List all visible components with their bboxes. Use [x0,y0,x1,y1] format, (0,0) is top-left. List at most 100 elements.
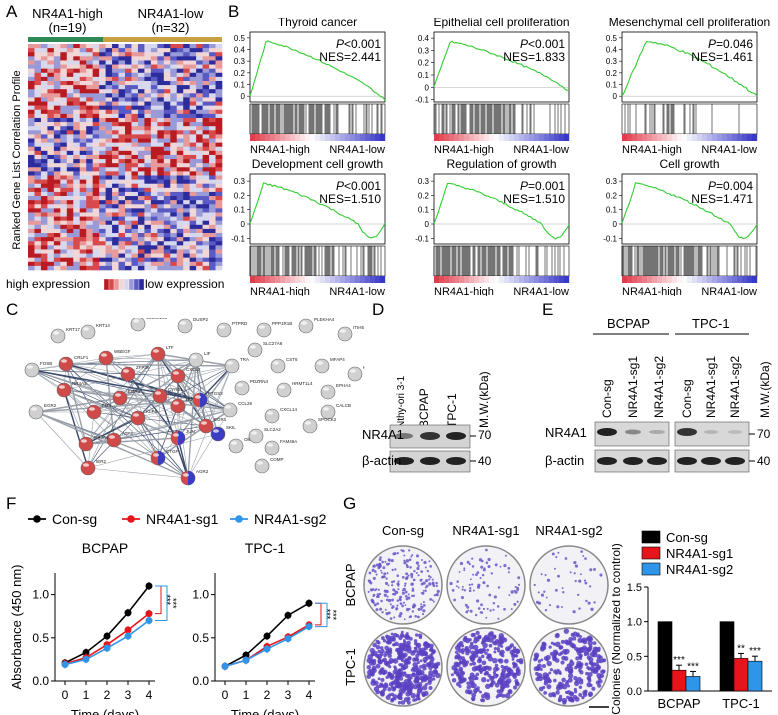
heatmap-cell [163,48,171,53]
gsea-ytick-label: 0.3 [418,177,430,186]
heatmap-cell [209,249,216,254]
heatmap-cell [170,52,178,57]
colony [483,667,487,671]
gsea-rank-gradient [464,134,470,141]
heatmap-cell [60,76,68,82]
heatmap-cell [79,204,87,209]
gsea-rank-gradient [534,276,540,283]
gsea-rank-gradient [270,276,276,283]
colony [464,662,469,667]
heatmap-cell [209,159,216,164]
heatmap-cell [105,191,113,197]
heatmap-cell [125,253,132,258]
colony [380,689,386,694]
heatmap-cell [215,212,223,217]
network-edge [31,369,179,377]
gsea-rank-gradient [702,134,708,141]
heatmap-cell [28,241,35,246]
heatmap-cell [34,175,42,180]
heatmap-cell [99,224,106,230]
colony [371,568,375,572]
heatmap-cell [163,142,171,148]
heatmap-cell [34,204,42,209]
heatmap-cell [196,64,203,69]
heatmap-cell [176,224,184,230]
heatmap-cell [196,224,203,230]
heatmap-cell [131,167,139,172]
heatmap-cell [125,245,132,250]
network-node-fosb: FOSB [24,361,52,378]
heatmap-cell [125,228,132,234]
gsea-p-value: P<0.001 [336,179,381,193]
gsea-rank-gradient [652,134,658,141]
colony [371,653,375,657]
gsea-rank-gradient [444,276,450,283]
network-node-label: NR4A1 [94,435,109,440]
heatmap-cell [157,187,165,193]
heatmap-cell [118,196,126,201]
gsea-rank-gradient [434,134,440,141]
heatmap-cell [34,187,42,193]
legend-swatch [128,278,135,291]
colony [399,602,403,606]
colony [398,614,402,618]
heatmap-cell [125,249,132,254]
colony [366,665,371,670]
gsea-enrichment-curve [621,40,758,97]
colony [569,571,572,574]
heatmap-cell [125,237,132,242]
heatmap-cell [202,154,210,160]
heatmap-cell [92,89,100,94]
colony [579,634,583,639]
heatmap-cell [176,138,184,143]
colony [578,668,582,673]
colony [589,568,593,572]
colony [378,558,382,562]
heatmap-cell [92,183,100,189]
heatmap-cell [28,142,35,148]
heatmap-cell [53,72,61,78]
heatmap-cell [47,64,55,69]
heatmap-cell [209,117,216,123]
colony [553,678,557,683]
heatmap-cell [202,233,210,238]
heatmap-cell [144,97,152,102]
heatmap-cell [99,52,106,57]
heatmap-cell [125,216,132,221]
heatmap-cell [157,253,165,258]
network-node-label: C20orf203 [146,318,168,320]
heatmap-cell [28,48,35,53]
heatmap-cell [170,154,178,160]
heatmap-cell [189,56,197,61]
colony [475,672,480,677]
network-node-label: SPOCK2 [318,417,337,422]
heatmap-cell [40,97,48,102]
colony [372,601,375,604]
heatmap-cell [209,233,216,238]
colony [412,606,415,609]
colony [557,699,562,703]
colony [380,677,385,682]
colony [397,588,400,591]
heatmap-cell [105,187,113,193]
heatmap-cell [125,60,132,65]
colony [405,559,410,563]
heatmap-cell [183,80,190,86]
gsea-xlabel-high: NR4A1-high [622,286,682,296]
y-tick-label: 0.5 [192,631,209,645]
colony [489,682,494,688]
colony [494,682,500,688]
heatmap-cell [28,212,35,217]
heatmap-cell [150,101,158,106]
network-node-label: NR4A3 [72,381,87,386]
heatmap-cell [60,159,68,164]
network-node-half [178,431,185,445]
heatmap-cell [183,208,190,213]
colony [428,578,431,581]
heatmap-cell [34,142,42,148]
network-node-label: FOSB [40,361,52,366]
colony [383,572,387,576]
heatmap-cell [157,138,165,143]
colony [547,678,552,684]
heatmap-cell [34,80,42,86]
